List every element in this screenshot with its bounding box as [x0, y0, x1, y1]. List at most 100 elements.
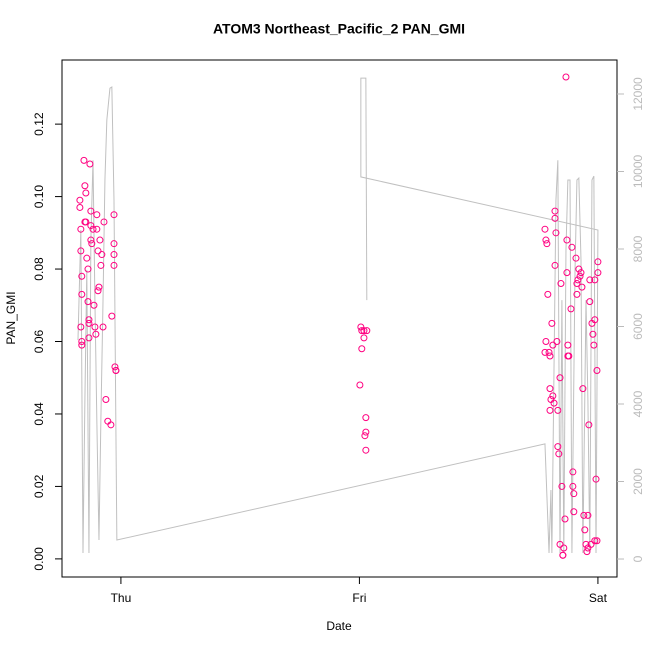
data-point [84, 265, 92, 273]
data-point [362, 446, 370, 454]
altitude-line [77, 77, 599, 554]
data-point [593, 366, 601, 374]
data-point [81, 182, 89, 190]
data-point [589, 330, 597, 338]
data-point [592, 475, 600, 483]
data-point [569, 468, 577, 476]
data-point [593, 537, 601, 545]
data-point [551, 214, 559, 222]
data-point [555, 450, 563, 458]
y2-tick-label: 4000 [631, 390, 645, 417]
data-point [562, 73, 570, 81]
data-point [549, 341, 557, 349]
data-point [551, 207, 559, 215]
data-point [541, 348, 549, 356]
data-point [77, 225, 85, 233]
data-point [575, 265, 583, 273]
data-point [546, 352, 554, 360]
data-point [542, 236, 550, 244]
data-point [362, 428, 370, 436]
data-point [591, 276, 599, 284]
data-point [560, 544, 568, 552]
data-point [590, 341, 598, 349]
data-point [92, 330, 100, 338]
data-point [546, 406, 554, 414]
data-point [107, 421, 115, 429]
data-point [83, 254, 91, 262]
x-tick-label: Fri [352, 591, 366, 605]
data-point [570, 490, 578, 498]
data-point [558, 482, 566, 490]
data-point [99, 323, 107, 331]
data-point [554, 443, 562, 451]
data-point [552, 229, 560, 237]
data-point [363, 327, 371, 335]
data-point [80, 156, 88, 164]
data-point [102, 395, 110, 403]
y-tick-label: 0.04 [32, 402, 46, 426]
y-axis-label: PAN_GMI [4, 291, 18, 344]
y2-tick-label: 2000 [631, 468, 645, 495]
data-point [82, 189, 90, 197]
data-point [543, 240, 551, 248]
data-point [100, 218, 108, 226]
data-point [545, 348, 553, 356]
data-point [572, 254, 580, 262]
data-point [362, 414, 370, 422]
data-point [93, 225, 101, 233]
data-point [576, 272, 584, 280]
y2-tick-label: 6000 [631, 313, 645, 340]
data-point [556, 374, 564, 382]
data-point [556, 540, 564, 548]
data-point [85, 316, 93, 324]
data-point [594, 269, 602, 277]
data-point [542, 338, 550, 346]
y2-tick-label: 0 [631, 555, 645, 562]
data-point [594, 258, 602, 266]
data-point [78, 341, 86, 349]
y-tick-label: 0.02 [32, 474, 46, 498]
y2-tick-label: 10000 [631, 154, 645, 188]
data-point [76, 203, 84, 211]
data-point [89, 225, 97, 233]
data-point [360, 327, 368, 335]
data-point [581, 526, 589, 534]
data-point [557, 280, 565, 288]
data-point [544, 290, 552, 298]
data-point [87, 207, 95, 215]
data-point [98, 251, 106, 259]
data-point [579, 385, 587, 393]
data-point [583, 548, 591, 556]
data-point [549, 392, 557, 400]
data-point [110, 211, 118, 219]
data-point [563, 236, 571, 244]
data-point [111, 363, 119, 371]
data-point [563, 269, 571, 277]
data-point [356, 381, 364, 389]
plot-frame [61, 59, 618, 578]
data-point [87, 236, 95, 244]
data-point [86, 160, 94, 168]
data-point [550, 399, 558, 407]
data-point [78, 272, 86, 280]
data-point [584, 511, 592, 519]
data-point [546, 385, 554, 393]
y2-tick-label: 12000 [631, 77, 645, 111]
chart-title: ATOM3 Northeast_Pacific_2 PAN_GMI [213, 21, 465, 37]
data-point [569, 482, 577, 490]
y-tick-label: 0.00 [32, 547, 46, 571]
data-point [82, 218, 90, 226]
data-point [108, 312, 116, 320]
data-point [358, 345, 366, 353]
data-point [76, 196, 84, 204]
data-point [559, 551, 567, 559]
data-point [574, 276, 582, 284]
x-tick-label: Thu [111, 591, 132, 605]
data-point [587, 540, 595, 548]
data-point [586, 276, 594, 284]
data-point [585, 421, 593, 429]
data-point [360, 334, 368, 342]
data-point [95, 283, 103, 291]
